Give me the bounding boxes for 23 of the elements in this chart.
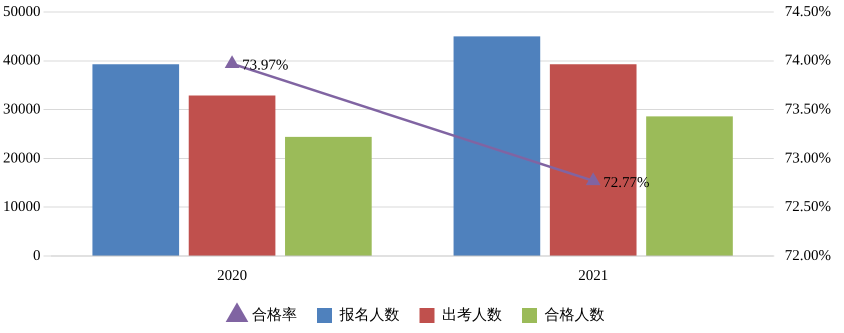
legend-label: 报名人数 bbox=[338, 306, 400, 324]
y-tick-label: 40000 bbox=[3, 52, 40, 69]
y-tick-label: 30000 bbox=[3, 102, 40, 118]
y2-tick-label: 74.00% bbox=[784, 52, 832, 69]
legend-label: 合格率 bbox=[252, 306, 297, 324]
y2-tick-label: 73.50% bbox=[784, 102, 832, 118]
bar bbox=[92, 64, 180, 256]
y-tick-label: 50000 bbox=[3, 4, 40, 20]
legend-label: 出考人数 bbox=[442, 306, 502, 324]
y2-tick-label: 73.00% bbox=[784, 150, 832, 166]
y-tick-label: 0 bbox=[33, 248, 40, 264]
y2-tick-label: 72.00% bbox=[784, 248, 832, 264]
x-tick-label: 2020 bbox=[217, 268, 248, 284]
y-tick-label: 10000 bbox=[3, 199, 40, 216]
bar bbox=[188, 95, 276, 256]
data-label: 73.97% bbox=[242, 58, 288, 74]
legend-label: 合格人数 bbox=[544, 306, 604, 324]
y-tick-label: 20000 bbox=[3, 150, 40, 166]
y2-tick-label: 74.50% bbox=[784, 4, 832, 20]
x-tick-label: 2021 bbox=[578, 268, 608, 284]
bar bbox=[285, 136, 372, 256]
y2-tick-label: 72.50% bbox=[784, 199, 832, 216]
bar bbox=[454, 36, 540, 256]
